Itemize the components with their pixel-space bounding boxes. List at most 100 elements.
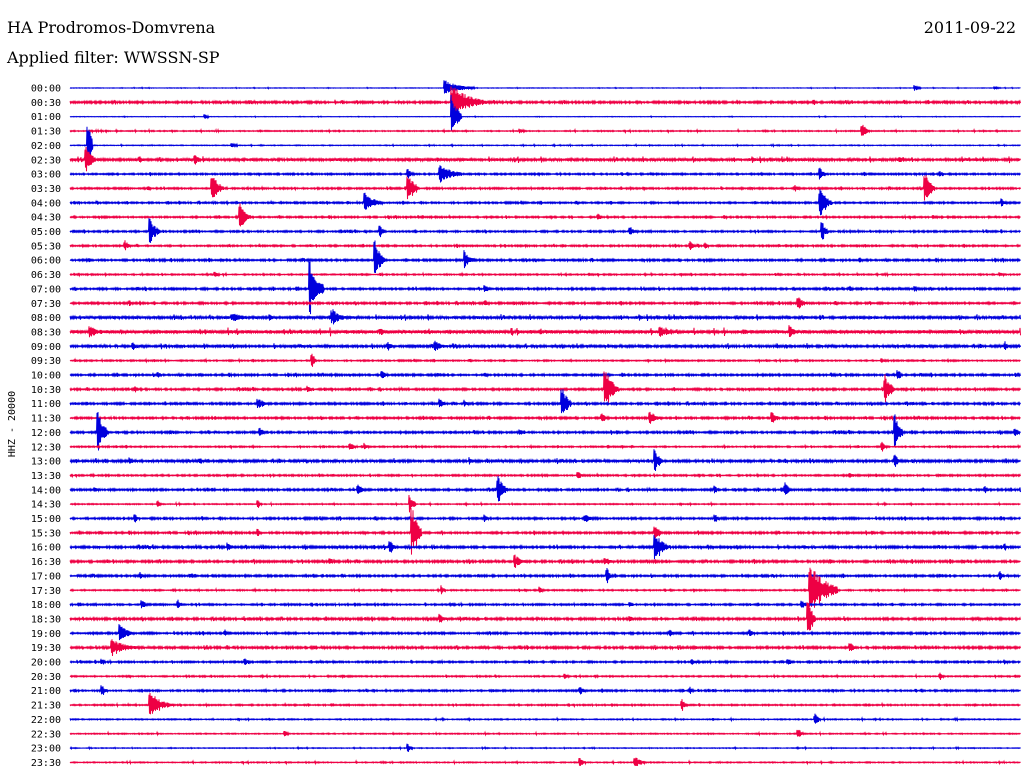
time-tick-label: 03:00 — [31, 170, 61, 181]
time-tick-label: 15:30 — [31, 528, 61, 539]
trace-line — [69, 472, 1021, 479]
time-tick-label: 22:30 — [31, 729, 61, 740]
time-tick-label: 01:30 — [31, 127, 61, 138]
time-tick-label: 07:00 — [31, 284, 61, 295]
time-tick-label: 06:00 — [31, 256, 61, 267]
trace-line — [69, 124, 1021, 136]
trace-line — [69, 567, 1021, 584]
trace-line — [69, 599, 1021, 609]
trace-line — [69, 658, 1021, 666]
trace-line — [69, 514, 1021, 523]
trace-line — [69, 475, 1021, 502]
time-labels: 00:00 00:30 01:00 01:30 02:00 02:30 03:00 03:30… — [31, 84, 61, 769]
trace-line — [69, 203, 1021, 227]
trace-line — [69, 757, 1021, 766]
time-tick-label: 14:30 — [31, 500, 61, 511]
time-tick-label: 14:00 — [31, 485, 61, 496]
trace-line — [69, 494, 1021, 513]
time-tick-label: 09:30 — [31, 356, 61, 367]
trace-line — [69, 729, 1021, 737]
filter-subtitle: Applied filter: WWSSN-SP — [7, 48, 220, 67]
time-tick-label: 18:30 — [31, 614, 61, 625]
time-tick-label: 04:30 — [31, 213, 61, 224]
trace-line — [69, 639, 1021, 657]
trace-line — [69, 389, 1021, 414]
time-tick-label: 13:30 — [31, 471, 61, 482]
trace-line — [69, 240, 1021, 274]
time-tick-label: 15:00 — [31, 514, 61, 525]
trace-line — [69, 371, 1021, 403]
time-tick-label: 20:00 — [31, 658, 61, 669]
trace-line — [69, 411, 1021, 424]
trace-line — [69, 353, 1021, 367]
time-tick-label: 12:00 — [31, 428, 61, 439]
time-tick-label: 00:30 — [31, 98, 61, 109]
trace-line — [69, 80, 1021, 94]
trace-line — [69, 411, 1021, 451]
trace-line — [69, 297, 1021, 309]
time-tick-label: 19:00 — [31, 629, 61, 640]
station-title: HA Prodromos-Domvrena — [7, 18, 216, 37]
trace-line — [69, 309, 1021, 325]
time-tick-label: 13:00 — [31, 457, 61, 468]
trace-line — [69, 713, 1021, 724]
time-tick-label: 05:00 — [31, 227, 61, 238]
time-tick-label: 21:30 — [31, 701, 61, 712]
time-tick-label: 02:00 — [31, 141, 61, 152]
trace-line — [69, 218, 1021, 243]
time-tick-label: 16:00 — [31, 543, 61, 554]
trace-line — [69, 188, 1021, 216]
time-tick-label: 11:00 — [31, 399, 61, 410]
trace-line — [69, 86, 1021, 117]
trace-line — [69, 567, 1021, 608]
time-tick-label: 01:00 — [31, 112, 61, 123]
time-tick-label: 03:30 — [31, 184, 61, 195]
time-tick-label: 21:00 — [31, 686, 61, 697]
time-tick-label: 19:30 — [31, 643, 61, 654]
trace-line — [69, 370, 1021, 379]
trace-line — [69, 271, 1021, 278]
time-tick-label: 07:30 — [31, 299, 61, 310]
trace-line — [69, 449, 1021, 472]
time-tick-label: 16:30 — [31, 557, 61, 568]
time-tick-label: 00:00 — [31, 84, 61, 95]
trace-line — [69, 325, 1021, 338]
trace-line — [69, 340, 1021, 351]
time-tick-label: 17:30 — [31, 586, 61, 597]
time-tick-label: 10:30 — [31, 385, 61, 396]
time-tick-label: 17:00 — [31, 571, 61, 582]
time-tick-label: 05:30 — [31, 241, 61, 252]
trace-line — [69, 624, 1021, 641]
time-tick-label: 08:00 — [31, 313, 61, 324]
time-tick-label: 11:30 — [31, 414, 61, 425]
trace-line — [69, 743, 1021, 752]
trace-group — [69, 80, 1021, 766]
trace-line — [69, 441, 1021, 452]
time-tick-label: 23:30 — [31, 758, 61, 769]
time-tick-label: 06:30 — [31, 270, 61, 281]
time-tick-label: 04:00 — [31, 198, 61, 209]
trace-line — [69, 146, 1021, 172]
trace-line — [69, 126, 1021, 164]
time-tick-label: 20:30 — [31, 672, 61, 683]
time-tick-label: 23:00 — [31, 744, 61, 755]
date-label: 2011-09-22 — [923, 18, 1016, 37]
trace-line — [69, 554, 1021, 568]
trace-line — [69, 602, 1021, 631]
trace-line — [69, 165, 1021, 183]
time-tick-label: 10:00 — [31, 371, 61, 382]
trace-line — [69, 240, 1021, 251]
time-tick-label: 09:00 — [31, 342, 61, 353]
trace-line — [69, 175, 1021, 201]
time-tick-label: 12:30 — [31, 442, 61, 453]
channel-label: HHZ - 20000 — [7, 391, 18, 457]
time-tick-label: 22:00 — [31, 715, 61, 726]
trace-line — [69, 261, 1021, 315]
trace-line — [69, 507, 1021, 555]
time-tick-label: 18:00 — [31, 600, 61, 611]
trace-line — [69, 535, 1021, 560]
trace-line — [69, 692, 1021, 715]
time-tick-label: 08:30 — [31, 327, 61, 338]
trace-line — [69, 685, 1021, 695]
